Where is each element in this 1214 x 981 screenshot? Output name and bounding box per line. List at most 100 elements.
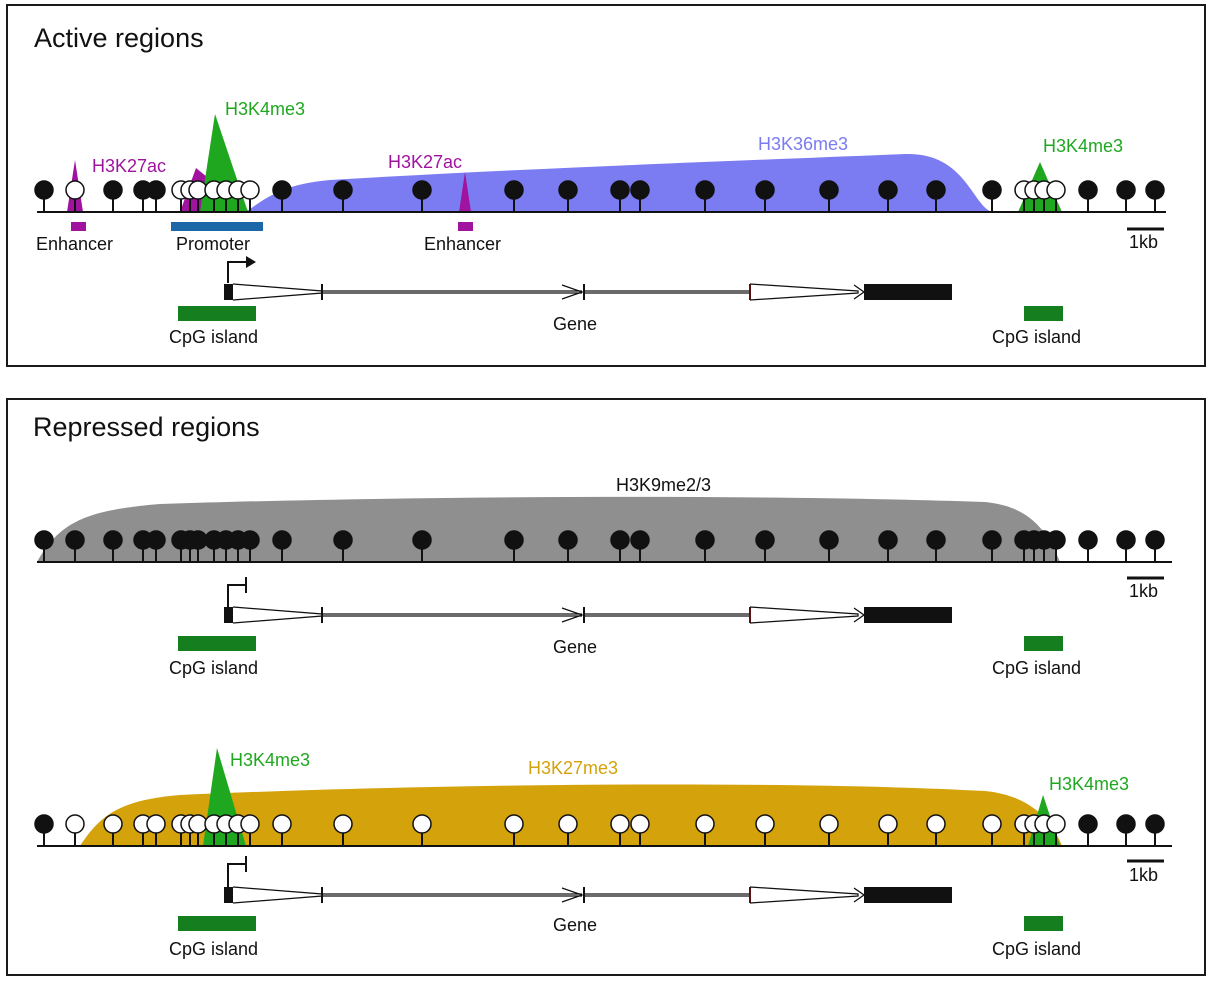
k9-scale-label: 1kb (1129, 581, 1158, 601)
methylated-cpg (610, 180, 630, 200)
intron-4 (749, 283, 859, 301)
cpg-island-left-label: CpG island (169, 327, 258, 347)
methylated-cpg (103, 180, 123, 200)
methylated-cpg (982, 530, 1002, 550)
last-exon (864, 887, 952, 903)
unmethylated-cpg (272, 814, 292, 834)
methylated-cpg (1145, 180, 1165, 200)
unmethylated-cpg (755, 814, 775, 834)
unmethylated-cpg (240, 814, 260, 834)
h3k27ac-label-mid: H3K27ac (388, 152, 462, 172)
active-gene-model (224, 256, 952, 301)
unmethylated-cpg (103, 814, 123, 834)
methylated-cpg (558, 530, 578, 550)
methylated-cpg (819, 530, 839, 550)
h3k27ac-mid-enhancer-peak (459, 172, 471, 212)
unmethylated-cpg (146, 814, 166, 834)
active-regions-panel: Active regions H3K27ac H3K4me3 H3K27ac H… (6, 4, 1206, 367)
methylated-cpg (146, 530, 166, 550)
unmethylated-cpg (982, 814, 1002, 834)
k27-cpg-sites (34, 814, 1165, 846)
intron-2-arrow (561, 887, 584, 903)
k9-gene-label: Gene (553, 637, 597, 657)
active-gene-structure (224, 283, 952, 301)
methylated-cpg (695, 530, 715, 550)
unmethylated-cpg (412, 814, 432, 834)
methylated-cpg (504, 180, 524, 200)
h3k4me3-bivalent-label-left: H3K4me3 (230, 750, 310, 770)
enhancer-left-label: Enhancer (36, 234, 113, 254)
exon-1 (224, 284, 233, 300)
methylated-cpg (272, 180, 292, 200)
enhancer-left-box (71, 222, 86, 231)
intron-2-arrow (561, 284, 584, 300)
methylated-cpg (146, 180, 166, 200)
methylated-cpg (333, 530, 353, 550)
k9-cpg-island-right (1024, 636, 1063, 651)
tss-repressed-2 (227, 863, 246, 887)
methylated-cpg (272, 530, 292, 550)
intron-4 (749, 886, 859, 904)
exon-1 (224, 607, 233, 623)
unmethylated-cpg (1046, 814, 1066, 834)
unmethylated-cpg (558, 814, 578, 834)
k9-gene-structure (224, 606, 952, 624)
methylated-cpg (878, 180, 898, 200)
methylated-cpg (504, 530, 524, 550)
unmethylated-cpg (695, 814, 715, 834)
methylated-cpg (240, 530, 260, 550)
h3k9me-label: H3K9me2/3 (616, 475, 711, 495)
unmethylated-cpg (1046, 180, 1066, 200)
k9-cpg-island-left-label: CpG island (169, 658, 258, 678)
methylated-cpg (630, 180, 650, 200)
exon-1 (224, 887, 233, 903)
k27-gene-label: Gene (553, 915, 597, 935)
methylated-cpg (65, 530, 85, 550)
cpg-island-left (178, 306, 256, 321)
k27-cpg-island-right-label: CpG island (992, 939, 1081, 959)
repressed-panel-frame (6, 398, 1206, 976)
active-gene-label: Gene (553, 314, 597, 334)
intron-2-arrow (561, 607, 584, 623)
methylated-cpg (982, 180, 1002, 200)
h3k9me-region (37, 496, 1060, 562)
methylated-cpg (630, 530, 650, 550)
methylated-cpg (34, 530, 54, 550)
methylated-cpg (755, 530, 775, 550)
methylated-cpg (412, 530, 432, 550)
k9-cpg-island-right-label: CpG island (992, 658, 1081, 678)
methylated-cpg (926, 180, 946, 200)
methylated-cpg (103, 530, 123, 550)
k9-gene-model (224, 577, 952, 624)
active-scale-label: 1kb (1129, 232, 1158, 252)
last-exon (864, 284, 952, 300)
k9-cpg-sites (34, 530, 1165, 562)
promoter-label: Promoter (176, 234, 250, 254)
k27-gene-model (224, 856, 952, 904)
k27-cpg-island-right (1024, 916, 1063, 931)
unmethylated-cpg (878, 814, 898, 834)
methylated-cpg (1116, 180, 1136, 200)
methylated-cpg (1078, 530, 1098, 550)
methylated-cpg (558, 180, 578, 200)
cpg-island-right-label: CpG island (992, 327, 1081, 347)
methylated-cpg (1145, 814, 1165, 834)
tss-arrowhead (246, 256, 256, 268)
h3k36me3-label: H3K36me3 (758, 134, 848, 154)
cpg-island-right (1024, 306, 1063, 321)
k27-cpg-island-left-label: CpG island (169, 939, 258, 959)
h3k4me3-label-right: H3K4me3 (1043, 136, 1123, 156)
tss-repressed-1 (227, 584, 246, 607)
methylated-cpg (1078, 814, 1098, 834)
unmethylated-cpg (610, 814, 630, 834)
methylated-cpg (695, 180, 715, 200)
h3k27ac-label-left: H3K27ac (92, 156, 166, 176)
h3k4me3-label-left: H3K4me3 (225, 99, 305, 119)
methylated-cpg (34, 180, 54, 200)
unmethylated-cpg (240, 180, 260, 200)
methylated-cpg (1078, 180, 1098, 200)
enhancer-mid-label: Enhancer (424, 234, 501, 254)
methylated-cpg (1116, 530, 1136, 550)
methylated-cpg (1145, 530, 1165, 550)
